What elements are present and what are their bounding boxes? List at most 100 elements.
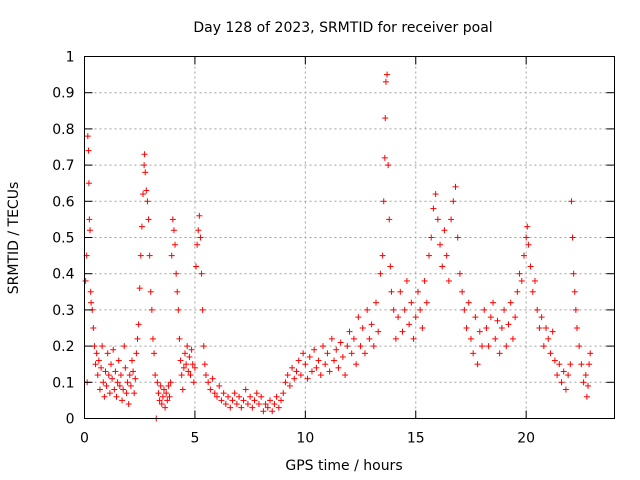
data-point — [142, 169, 149, 176]
data-point — [570, 270, 577, 277]
data-point — [586, 361, 593, 368]
data-point — [191, 364, 198, 371]
data-point — [373, 299, 379, 306]
data-point — [154, 379, 161, 386]
data-point — [523, 234, 530, 241]
data-point — [240, 397, 247, 404]
data-point — [181, 350, 188, 357]
data-point — [527, 263, 534, 270]
x-tick-labels: 0 5 10 15 20 — [80, 431, 535, 447]
data-point — [576, 343, 583, 350]
x-tick-label: 10 — [296, 431, 314, 447]
data-point — [258, 393, 265, 400]
data-point — [567, 361, 574, 368]
grid-layer — [84, 56, 615, 419]
data-point — [291, 375, 298, 382]
data-point — [543, 325, 550, 331]
data-point — [112, 368, 119, 375]
data-point — [388, 288, 395, 295]
data-point — [328, 335, 335, 342]
data-point — [359, 325, 366, 331]
data-point — [111, 386, 118, 393]
data-point — [225, 393, 232, 400]
data-point — [135, 321, 142, 328]
data-point — [293, 368, 300, 375]
data-point — [100, 379, 107, 386]
data-point — [87, 288, 94, 295]
data-point — [165, 382, 172, 389]
data-point — [346, 328, 353, 335]
data-point — [164, 397, 171, 404]
data-point — [161, 386, 167, 393]
data-point — [450, 198, 457, 205]
data-point — [503, 343, 510, 350]
data-point — [159, 393, 166, 400]
data-point — [485, 343, 492, 350]
data-point — [445, 277, 452, 284]
data-point — [207, 386, 214, 393]
data-point — [297, 372, 304, 379]
data-point — [524, 223, 531, 230]
data-point — [423, 299, 430, 306]
data-point — [434, 216, 441, 223]
data-point — [103, 382, 110, 389]
data-point — [216, 382, 223, 389]
y-tick-label: 0.9 — [52, 86, 74, 102]
data-point — [382, 78, 389, 85]
data-point — [585, 382, 591, 389]
data-point — [251, 397, 258, 404]
data-point — [275, 404, 282, 411]
data-point — [326, 368, 333, 375]
data-point — [582, 372, 589, 379]
data-point — [295, 357, 302, 364]
data-point — [190, 379, 197, 386]
x-tick-label: 5 — [190, 431, 199, 447]
data-point — [554, 372, 561, 379]
data-point — [119, 397, 126, 404]
data-point — [467, 335, 474, 342]
data-point — [492, 335, 499, 342]
data-point — [267, 397, 273, 404]
data-point — [286, 382, 293, 389]
data-point — [149, 335, 156, 342]
data-point — [518, 277, 525, 284]
data-point — [144, 198, 151, 205]
data-point — [366, 335, 373, 342]
data-point — [218, 397, 225, 404]
data-point — [180, 364, 187, 371]
data-point — [131, 390, 138, 397]
data-point — [136, 285, 143, 292]
data-point — [532, 277, 538, 284]
data-point — [368, 321, 375, 328]
x-tick-label: 0 — [80, 431, 89, 447]
data-point — [85, 147, 92, 154]
y-tick-label: 0.7 — [52, 158, 74, 174]
data-point — [196, 212, 203, 219]
data-point — [379, 252, 386, 259]
data-point — [448, 216, 455, 223]
data-point — [188, 346, 195, 353]
data-point — [151, 350, 158, 357]
data-point — [355, 314, 362, 321]
data-point — [547, 350, 554, 357]
data-point — [117, 372, 124, 379]
data-point — [157, 382, 164, 389]
data-point — [386, 216, 393, 223]
data-point — [514, 288, 521, 295]
data-point — [273, 393, 280, 400]
data-point — [95, 357, 102, 364]
data-point — [156, 397, 163, 404]
data-point — [163, 390, 170, 397]
data-point — [178, 372, 185, 379]
data-point — [331, 357, 338, 364]
data-point — [128, 357, 135, 364]
data-point — [412, 314, 419, 321]
data-point — [452, 183, 459, 190]
data-point — [93, 350, 100, 357]
data-point — [410, 335, 417, 342]
data-point — [137, 252, 144, 259]
data-point — [459, 288, 466, 295]
data-point — [125, 401, 132, 408]
data-point — [426, 252, 432, 259]
